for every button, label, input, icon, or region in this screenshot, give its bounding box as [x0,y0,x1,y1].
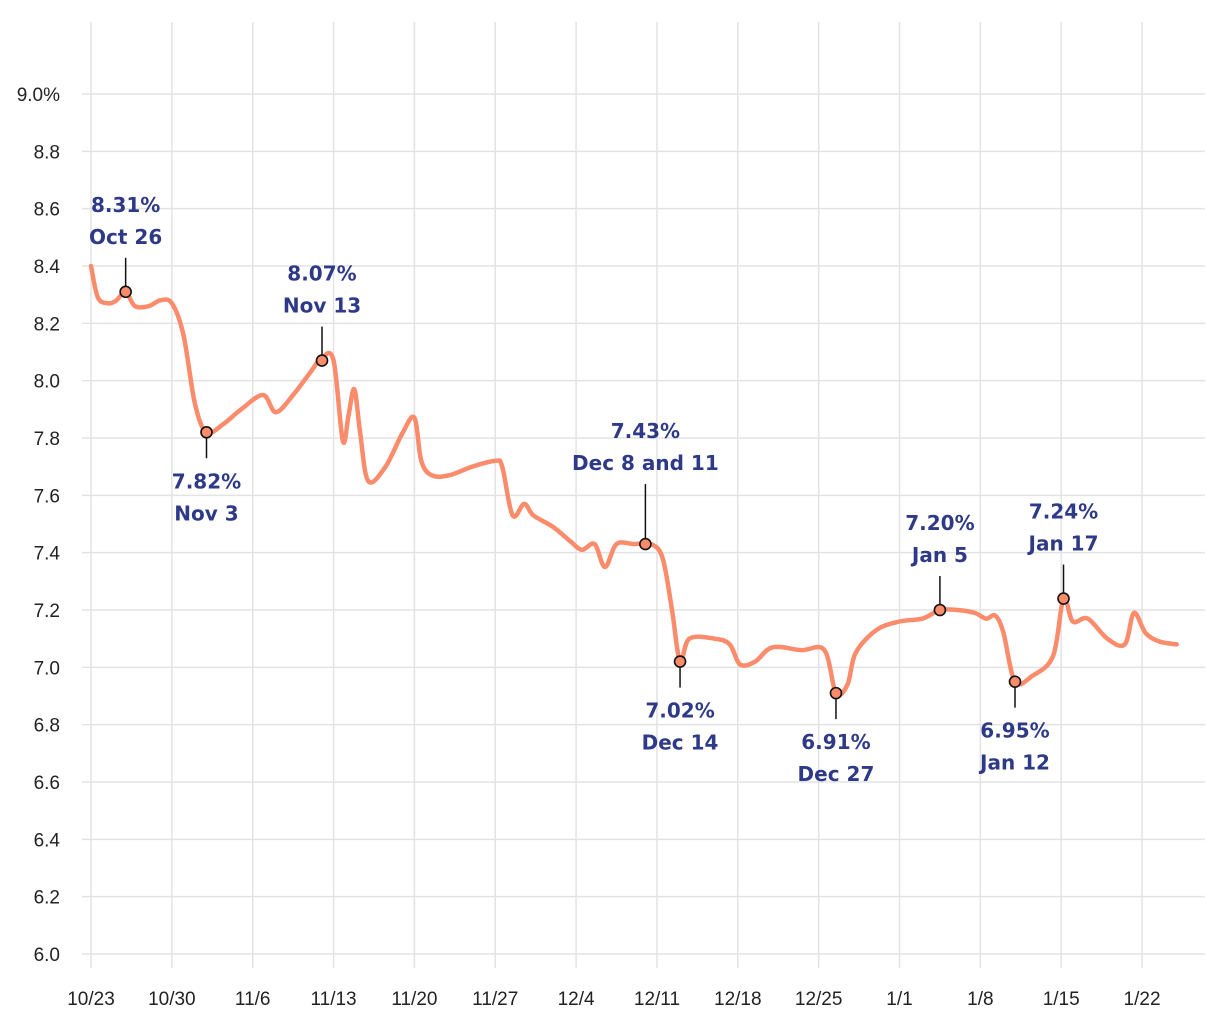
annotation-date-label: Dec 8 and 11 [572,451,719,475]
x-tick-label: 12/4 [558,989,595,1010]
annotation-date-label: Nov 13 [283,294,361,318]
series-line-mortgage-rate [88,263,1179,698]
annotation-2: 8.07% Nov 13 [283,262,361,367]
annotation-value-label: 6.91% [801,730,870,754]
annotation-5: 6.91% Dec 27 [798,686,875,786]
y-tick-label: 7.8 [34,429,60,450]
x-tick-label: 11/6 [235,989,271,1010]
annotation-date-label: Jan 5 [910,543,968,567]
x-axis-tick-labels: 10/23 10/30 11/6 11/13 11/20 11/27 12/4 12/11 12… [67,989,1160,1010]
x-tick-label: 1/15 [1043,989,1080,1010]
annotation-value-label: 7.02% [645,699,714,723]
annotation-date-label: Oct 26 [89,225,162,249]
y-tick-label: 6.0 [34,945,60,966]
y-tick-label: 6.6 [34,773,60,794]
y-tick-label: 8.0 [34,372,60,393]
annotation-4: 7.02% Dec 14 [642,655,719,755]
x-tick-label: 11/27 [472,989,518,1010]
y-tick-label: 6.4 [34,830,61,851]
y-tick-label: 8.6 [34,200,60,221]
annotation-marker [315,354,329,367]
y-tick-label: 7.6 [34,486,60,507]
y-tick-label: 7.2 [34,601,60,622]
annotation-marker [200,425,213,439]
annotation-value-label: 7.24% [1029,500,1098,524]
annotation-date-label: Nov 3 [174,501,238,525]
annotation-7: 6.95% Jan 12 [978,675,1050,775]
annotation-value-label: 7.43% [611,419,680,443]
y-tick-label: 9.0% [17,85,60,106]
x-tick-label: 12/18 [714,989,762,1010]
y-tick-label: 8.4 [34,257,61,278]
annotation-marker [1057,592,1070,605]
x-tick-label: 10/23 [67,989,115,1010]
y-tick-label: 7.4 [34,544,61,565]
y-tick-label: 6.2 [34,888,60,909]
annotation-marker [933,603,947,617]
annotation-value-label: 8.07% [287,262,356,286]
annotation-1: 7.82% Nov 3 [172,425,241,525]
annotation-value-label: 8.31% [91,193,160,217]
x-tick-label: 11/20 [391,989,437,1010]
annotation-value-label: 7.20% [905,511,974,535]
annotation-marker [673,655,687,668]
annotation-marker [829,686,843,700]
annotation-value-label: 6.95% [980,719,1049,743]
gridlines [82,22,1205,968]
x-tick-label: 10/30 [148,989,196,1010]
y-axis-tick-labels: 9.0% 8.8 8.6 8.4 8.2 8.0 7.8 7.6 7.4 7.2 7.0 6.8 6.6… [17,85,61,966]
x-tick-label: 12/25 [795,989,843,1010]
annotation-0: 8.31% Oct 26 [89,193,162,299]
annotation-date-label: Jan 17 [1027,532,1099,556]
x-tick-label: 12/11 [634,989,680,1010]
x-tick-label: 1/22 [1124,989,1161,1010]
y-tick-label: 6.8 [34,716,60,737]
series-line-layer [88,263,1179,698]
x-tick-label: 1/1 [886,989,912,1010]
annotation-marker [119,285,132,299]
annotation-3: 7.43% Dec 8 and 11 [572,419,719,551]
annotation-6: 7.20% Jan 5 [905,511,975,617]
annotations: 8.31% Oct 26 7.82% Nov 3 8.07% Nov 13 7.43% Dec… [89,193,1098,786]
annotation-value-label: 7.82% [172,469,241,493]
annotation-date-label: Jan 12 [978,751,1050,775]
annotation-marker [639,537,652,551]
annotation-date-label: Dec 27 [798,762,875,786]
annotation-date-label: Dec 14 [642,731,719,755]
y-tick-label: 7.0 [34,658,60,679]
annotation-marker [1008,675,1022,688]
x-tick-label: 11/13 [310,989,356,1010]
y-tick-label: 8.8 [34,142,60,163]
x-tick-label: 1/8 [967,989,993,1010]
annotation-8: 7.24% Jan 17 [1027,500,1099,605]
y-tick-label: 8.2 [34,314,60,335]
